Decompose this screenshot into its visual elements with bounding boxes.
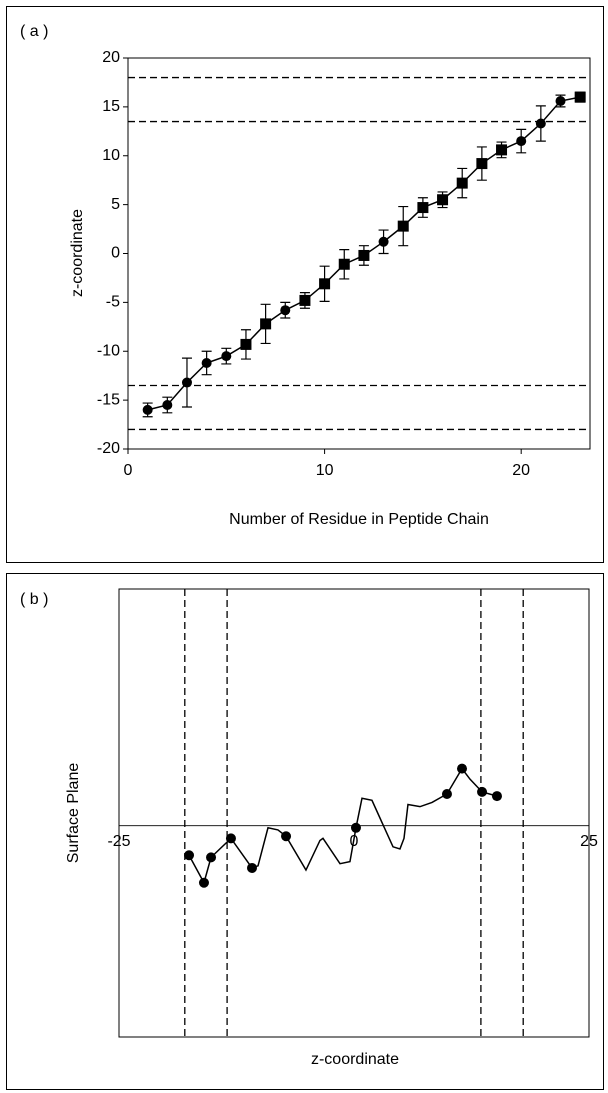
y-tick-label: -15 (97, 391, 120, 408)
marker (280, 305, 291, 316)
marker (441, 788, 452, 799)
y-tick-label: -20 (97, 440, 120, 457)
y-tick-label: -10 (97, 342, 120, 359)
marker (221, 351, 232, 362)
y-tick-label: 5 (111, 196, 120, 213)
marker (417, 202, 429, 214)
x-axis-label: Number of Residue in Peptide Chain (229, 511, 489, 528)
y-tick-label: 0 (111, 245, 120, 262)
marker (142, 404, 153, 415)
marker (260, 318, 272, 330)
y-tick-label: 10 (102, 147, 120, 164)
y-tick-label: 20 (102, 49, 120, 66)
marker (437, 194, 449, 206)
marker (299, 294, 311, 306)
panel-border (6, 6, 604, 563)
marker (457, 763, 468, 774)
marker (162, 400, 173, 411)
marker (225, 833, 236, 844)
marker (491, 791, 502, 802)
marker (397, 220, 409, 232)
marker (198, 877, 209, 888)
marker (206, 852, 217, 863)
marker (338, 258, 350, 270)
x-axis-label: z-coordinate (311, 1051, 399, 1068)
marker (358, 249, 370, 261)
x-tick-label: 25 (580, 833, 598, 850)
marker (247, 862, 258, 873)
marker (476, 158, 488, 170)
marker (378, 236, 389, 247)
plot-frame (118, 588, 590, 1038)
marker (555, 96, 566, 107)
marker (319, 278, 331, 290)
y-tick-label: 15 (102, 98, 120, 115)
x-tick-label: 20 (512, 462, 530, 479)
marker (201, 357, 212, 368)
y-tick-label: -5 (106, 294, 120, 311)
panel-label: ( a ) (20, 23, 48, 40)
marker (181, 377, 192, 388)
marker (477, 786, 488, 797)
x-tick-label: 10 (316, 462, 334, 479)
marker (350, 822, 361, 833)
x-tick-label: 0 (124, 462, 133, 479)
marker (281, 831, 292, 842)
panel-label: ( b ) (20, 591, 48, 608)
marker (184, 850, 195, 861)
y-axis-label: z-coordinate (69, 209, 86, 297)
marker (240, 338, 252, 350)
panel-border (6, 573, 604, 1090)
marker (574, 91, 586, 103)
marker (516, 136, 527, 147)
marker (456, 177, 468, 189)
x-tick-label: -25 (107, 833, 130, 850)
marker (535, 118, 546, 129)
marker (496, 144, 508, 156)
y-axis-label: Surface Plane (65, 763, 82, 864)
